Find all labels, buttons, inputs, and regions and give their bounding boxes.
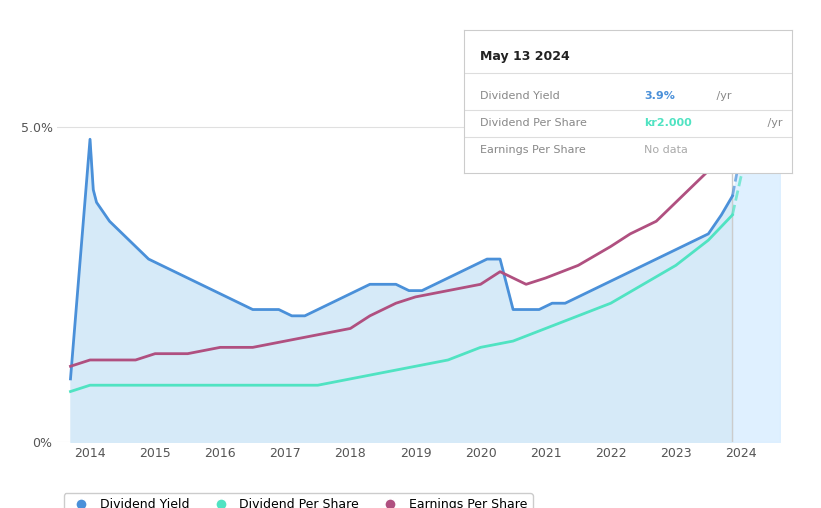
Text: No data: No data bbox=[644, 145, 688, 155]
Text: Earnings Per Share: Earnings Per Share bbox=[480, 145, 586, 155]
Text: 3.9%: 3.9% bbox=[644, 91, 676, 101]
Text: May 13 2024: May 13 2024 bbox=[480, 50, 570, 62]
Text: kr2.000: kr2.000 bbox=[644, 118, 692, 128]
Text: Dividend Per Share: Dividend Per Share bbox=[480, 118, 587, 128]
Text: /yr: /yr bbox=[764, 118, 782, 128]
Text: /yr: /yr bbox=[713, 91, 732, 101]
Text: Past: Past bbox=[734, 106, 757, 116]
Legend: Dividend Yield, Dividend Per Share, Earnings Per Share: Dividend Yield, Dividend Per Share, Earn… bbox=[64, 493, 533, 508]
Text: Dividend Yield: Dividend Yield bbox=[480, 91, 560, 101]
